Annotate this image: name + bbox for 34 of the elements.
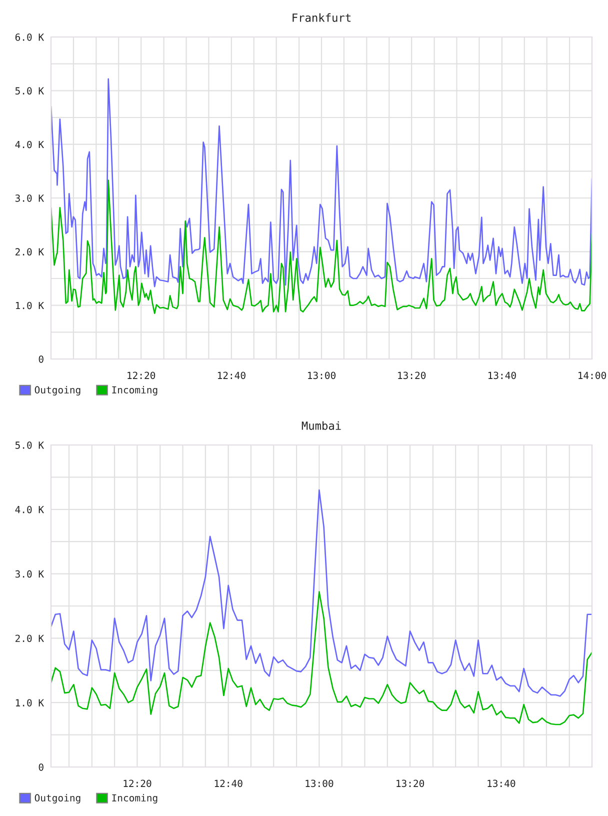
y-tick-label: 2.0 K — [16, 634, 44, 642]
y-tick-label: 0 — [38, 764, 44, 771]
y-tick-label: 0 — [38, 356, 44, 363]
line-series — [51, 591, 592, 726]
y-tick-label: 5.0 K — [15, 442, 44, 449]
x-tick-label: 12:40 — [214, 780, 242, 788]
x-tick-label: 13:40 — [488, 780, 516, 788]
line-series — [51, 78, 592, 288]
x-tick-label: 12:20 — [124, 780, 152, 788]
y-tick-label: 5.0 K — [15, 87, 44, 95]
x-tick-label: 12:40 — [218, 372, 246, 380]
legend-label: Outgoing — [34, 794, 80, 804]
x-tick-label: 13:40 — [488, 372, 516, 380]
y-tick-label: 2.0 K — [16, 248, 44, 256]
line-series — [51, 180, 592, 314]
y-tick-label: 1.0 K — [16, 302, 44, 310]
y-tick-label: 1.0 K — [16, 699, 44, 706]
x-tick-label: 12:20 — [128, 372, 156, 380]
y-tick-label: 3.0 K — [15, 194, 44, 202]
x-tick-label: 13:20 — [396, 780, 424, 788]
line-series — [51, 489, 592, 697]
y-tick-label: 6.0 K — [15, 34, 44, 41]
x-tick-label: 13:00 — [306, 780, 334, 788]
x-tick-label: 13:20 — [398, 372, 426, 380]
x-tick-label: 14:00 — [578, 372, 606, 380]
y-tick-label: 3.0 K — [15, 570, 44, 578]
chart-title: Mumbai — [302, 421, 341, 430]
y-tick-label: 4.0 K — [15, 506, 44, 514]
legend-label: Incoming — [112, 386, 158, 396]
y-tick-label: 4.0 K — [15, 140, 44, 148]
legend-label: Incoming — [112, 794, 158, 804]
legend-label: Outgoing — [34, 386, 80, 396]
x-tick-label: 13:00 — [308, 372, 336, 380]
chart-title: Frankfurt — [292, 13, 351, 22]
